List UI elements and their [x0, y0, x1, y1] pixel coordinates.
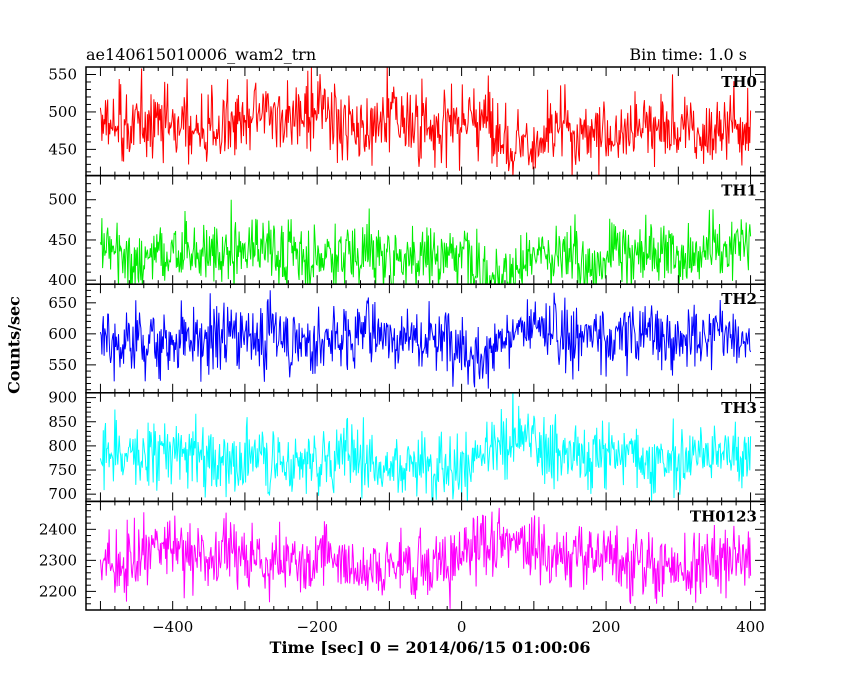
y-tick-label: 400	[48, 271, 77, 289]
y-tick-label: 700	[48, 485, 77, 503]
y-tick-label: 2300	[39, 551, 77, 569]
x-tick-label: 0	[457, 618, 467, 636]
plot-title-left: ae140615010006_wam2_trn	[86, 45, 317, 64]
y-tick-label: 450	[48, 140, 77, 158]
y-tick-label: 800	[48, 437, 77, 455]
series-line-th2	[99, 290, 752, 389]
x-tick-label: −400	[152, 618, 193, 636]
series-line-th0	[99, 67, 752, 176]
x-tick-label: 200	[592, 618, 621, 636]
series-line-th0123	[99, 507, 752, 609]
y-tick-label: 900	[48, 389, 77, 407]
y-tick-label: 550	[48, 356, 77, 374]
y-tick-label: 650	[48, 294, 77, 312]
panel-label-th0123: TH0123	[690, 507, 757, 525]
y-tick-label: 500	[48, 191, 77, 209]
series-line-th3	[99, 392, 752, 502]
panel-label-th2: TH2	[721, 290, 757, 308]
y-tick-label: 450	[48, 231, 77, 249]
y-tick-label: 750	[48, 461, 77, 479]
series-line-th1	[99, 199, 752, 285]
x-tick-label: 400	[736, 618, 765, 636]
panel-label-th3: TH3	[721, 399, 757, 417]
y-tick-label: 500	[48, 103, 77, 121]
plot-title-right: Bin time: 1.0 s	[629, 45, 747, 64]
x-axis-label: Time [sec] 0 = 2014/06/15 01:00:06	[269, 638, 591, 657]
y-axis-label: Counts/sec	[4, 296, 24, 394]
panel-label-th1: TH1	[721, 182, 757, 200]
y-tick-label: 2200	[39, 582, 77, 600]
y-tick-label: 550	[48, 65, 77, 83]
y-tick-label: 850	[48, 413, 77, 431]
panel-frame-th0123	[85, 500, 766, 611]
y-tick-label: 2400	[39, 520, 77, 538]
y-tick-label: 600	[48, 325, 77, 343]
x-tick-label: −200	[297, 618, 338, 636]
panel-label-th0: TH0	[721, 73, 757, 91]
